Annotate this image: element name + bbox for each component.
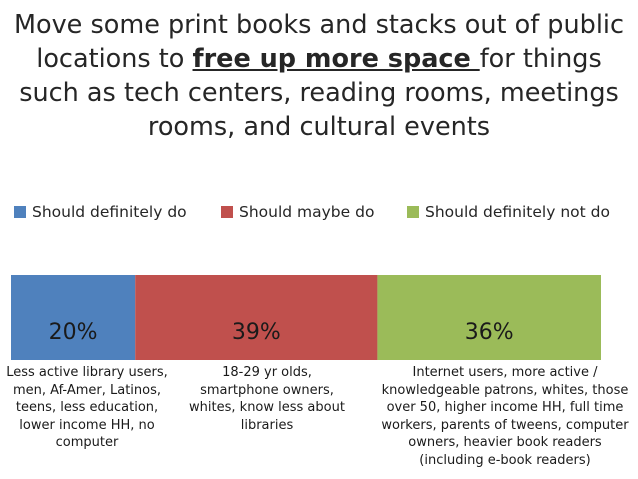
- data-label-maybe-do: 39%: [232, 320, 281, 345]
- legend-label-definitely-not-do: Should definitely not do: [425, 203, 610, 221]
- legend-swatch-definitely-do: [14, 206, 26, 218]
- legend: Should definitely do Should maybe do Sho…: [14, 201, 634, 223]
- title-after: for things such as tech centers, reading…: [19, 44, 619, 142]
- data-label-definitely-do: 20%: [49, 320, 98, 345]
- legend-label-definitely-do: Should definitely do: [32, 203, 187, 221]
- bar-segments: [11, 275, 601, 360]
- segment-labels: 20% 39% 36%: [49, 320, 514, 345]
- annotation-definitely-do: Less active library users, men, Af-Amer,…: [4, 364, 170, 452]
- legend-item-definitely-not-do: Should definitely not do: [407, 201, 610, 223]
- bar-segment-definitely-not-do: [377, 275, 601, 360]
- legend-item-maybe-do: Should maybe do: [221, 201, 374, 223]
- legend-label-maybe-do: Should maybe do: [239, 203, 375, 221]
- bar-segment-definitely-do: [11, 275, 136, 360]
- legend-swatch-definitely-not-do: [407, 206, 419, 218]
- legend-item-definitely-do: Should definitely do: [14, 201, 187, 223]
- data-label-definitely-not-do: 36%: [465, 320, 514, 345]
- annotation-maybe-do: 18-29 yr olds, smartphone owners, whites…: [184, 364, 350, 434]
- annotation-definitely-not-do: Internet users, more active / knowledgea…: [375, 364, 635, 469]
- title-before: Move some print books and stacks out of …: [13, 10, 625, 74]
- bar-segment-maybe-do: [135, 275, 378, 360]
- title-emphasis: free up more space: [192, 44, 480, 74]
- legend-swatch-maybe-do: [221, 206, 233, 218]
- chart-title: Move some print books and stacks out of …: [8, 8, 630, 144]
